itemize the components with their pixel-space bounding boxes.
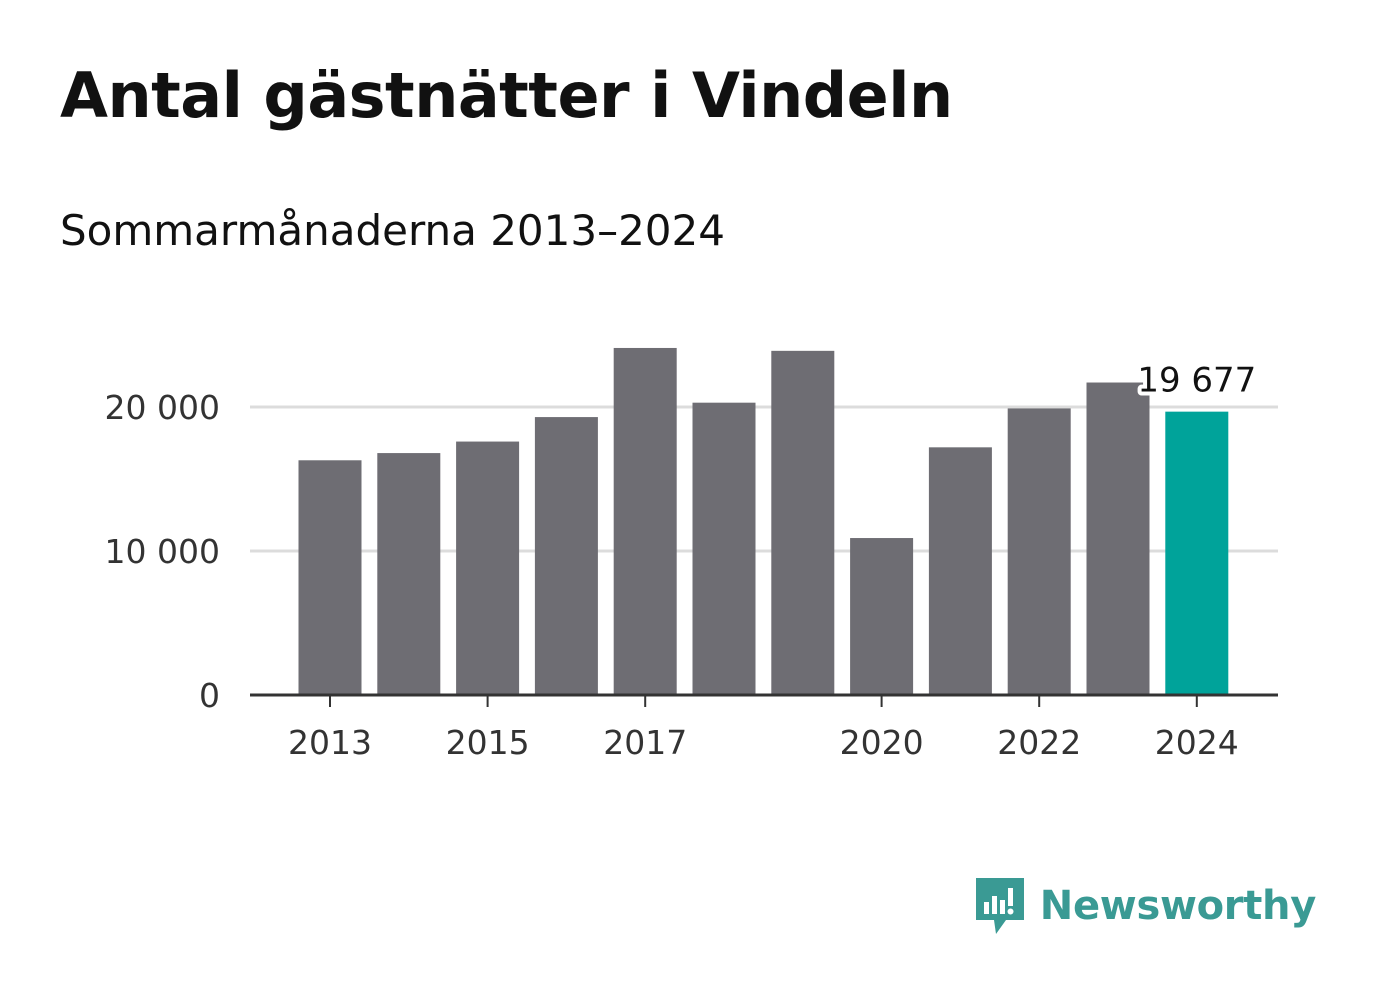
brand-name: Newsworthy (1039, 883, 1317, 929)
bar-2017 (613, 347, 677, 695)
bar-2016 (534, 417, 598, 695)
bar-2024 (1165, 411, 1229, 695)
x-tick-label: 2020 (840, 723, 924, 762)
chart-title: Antal gästnätter i Vindeln (60, 59, 953, 132)
bar-2021 (928, 447, 992, 695)
x-tick-label: 2022 (997, 723, 1081, 762)
value-label: 19 677 (1137, 361, 1256, 401)
newsworthy-logo-icon (975, 878, 1024, 934)
bar-2023 (1086, 382, 1150, 695)
x-tick-label: 2017 (603, 723, 687, 762)
y-tick-label: 0 (199, 676, 220, 715)
x-tick-label: 2015 (446, 723, 530, 762)
y-tick-label: 20 000 (105, 388, 220, 427)
bar-2022 (1007, 408, 1071, 695)
bar-2014 (377, 453, 441, 695)
y-tick-label: 10 000 (105, 532, 220, 571)
chart-subtitle: Sommarmånaderna 2013–2024 (60, 206, 725, 255)
x-tick-label: 2013 (288, 723, 372, 762)
bar-2013 (298, 460, 362, 695)
bar-2020 (850, 538, 914, 695)
bar-2018 (692, 402, 756, 695)
brand: Newsworthy (974, 876, 1316, 936)
x-tick-label: 2024 (1155, 723, 1239, 762)
bar-2015 (456, 441, 520, 695)
value-label-halo: 19 677 (1137, 361, 1256, 401)
bar-2019 (771, 350, 835, 695)
